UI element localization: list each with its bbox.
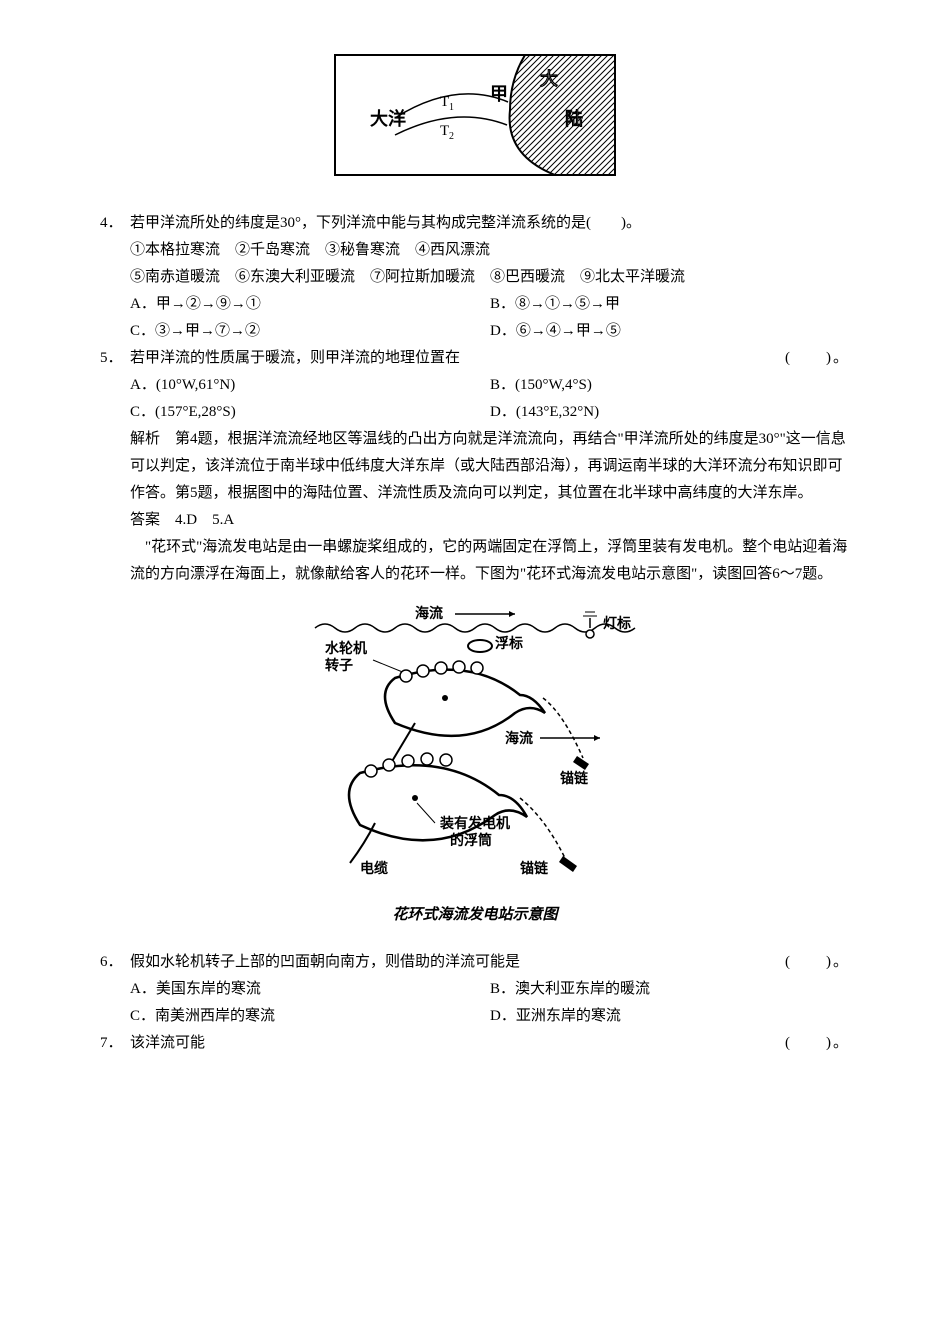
q7-number: 7． — [100, 1030, 130, 1057]
q6-options: A．美国东岸的寒流 B．澳大利亚东岸的暖流 C．南美洲西岸的寒流 D．亚洲东岸的… — [130, 976, 850, 1030]
q6-stem: 假如水轮机转子上部的凹面朝向南方，则借助的洋流可能是 — [130, 954, 520, 970]
intro-6-7: "花环式"海流发电站是由一串螺旋桨组成的，它的两端固定在浮筒上，浮筒里装有发电机… — [130, 534, 850, 588]
q4-opt-d: D．⑥→④→甲→⑤ — [490, 318, 850, 345]
label-maolian: 锚链 — [560, 770, 589, 787]
label-futong1: 装有发电机 — [439, 815, 510, 832]
q4-line2: ①本格拉寒流 ②千岛寒流 ③秘鲁寒流 ④西风漂流 — [130, 237, 850, 264]
explanation-label: 解析 — [130, 431, 160, 447]
label-hailiu-mid: 海流 — [505, 730, 533, 747]
question-4: 4． 若甲洋流所处的纬度是30°，下列洋流中能与其构成完整洋流系统的是( )。 … — [100, 210, 850, 345]
label-maolian2: 锚链 — [520, 860, 549, 877]
question-7: 7． 该洋流可能 ( )。 — [100, 1030, 850, 1057]
q6-stem-row: 假如水轮机转子上部的凹面朝向南方，则借助的洋流可能是 ( )。 — [130, 949, 850, 976]
q5-opt-c: C．(157°E,28°S) — [130, 399, 490, 426]
explanation-text: 第4题，根据洋流流经地区等温线的凸出方向就是洋流流向，再结合"甲洋流所处的纬度是… — [130, 431, 846, 501]
q7-stem: 该洋流可能 — [130, 1035, 205, 1051]
figure2-caption: 花环式海流发电站示意图 — [100, 902, 850, 929]
label-lu: 陆 — [565, 108, 583, 129]
q6-opt-d: D．亚洲东岸的寒流 — [490, 1003, 850, 1030]
label-dianlan: 电缆 — [360, 860, 388, 877]
label-t2: T — [440, 123, 449, 139]
answer: 答案 4.D 5.A — [130, 507, 850, 534]
label-dengbiao: 灯标 — [603, 615, 631, 632]
q4-line3: ⑤南赤道暖流 ⑥东澳大利亚暖流 ⑦阿拉斯加暖流 ⑧巴西暖流 ⑨北太平洋暖流 — [130, 264, 850, 291]
q5-stem-row: 若甲洋流的性质属于暖流，则甲洋流的地理位置在 ( )。 — [130, 345, 850, 372]
question-6: 6． 假如水轮机转子上部的凹面朝向南方，则借助的洋流可能是 ( )。 A．美国东… — [100, 949, 850, 1030]
label-jia: 甲 — [490, 84, 508, 104]
ocean-current-diagram: 大洋 T1 T2 甲 大 陆 — [325, 50, 625, 180]
label-shuilun1: 水轮机 — [325, 640, 367, 657]
q4-opt-c: C．③→甲→⑦→② — [130, 318, 490, 345]
q6-paren: ( )。 — [785, 949, 850, 976]
q5-opt-a: A．(10°W,61°N) — [130, 372, 490, 399]
q4-opt-b: B．⑧→①→⑤→甲 — [490, 291, 850, 318]
svg-text:1: 1 — [449, 102, 454, 113]
q5-number: 5． — [100, 345, 130, 372]
label-da: 大 — [540, 68, 558, 89]
q5-paren: ( )。 — [785, 345, 850, 372]
q7-stem-row: 该洋流可能 ( )。 — [130, 1030, 850, 1057]
answer-text: 4.D 5.A — [160, 512, 234, 528]
explanation: 解析 第4题，根据洋流流经地区等温线的凸出方向就是洋流流向，再结合"甲洋流所处的… — [130, 426, 850, 507]
q5-opt-d: D．(143°E,32°N) — [490, 399, 850, 426]
q6-opt-b: B．澳大利亚东岸的暖流 — [490, 976, 850, 1003]
q6-number: 6． — [100, 949, 130, 976]
answer-label: 答案 — [130, 512, 160, 528]
question-5: 5． 若甲洋流的性质属于暖流，则甲洋流的地理位置在 ( )。 A．(10°W,6… — [100, 345, 850, 588]
q5-stem: 若甲洋流的性质属于暖流，则甲洋流的地理位置在 — [130, 350, 460, 366]
svg-text:2: 2 — [449, 131, 454, 142]
label-futong2: 的浮筒 — [450, 832, 492, 849]
label-t1: T — [440, 94, 449, 110]
q5-opt-b: B．(150°W,4°S) — [490, 372, 850, 399]
figure-power-station: 海流 灯标 浮标 水轮机 转子 海流 锚链 — [100, 598, 850, 929]
power-station-diagram: 海流 灯标 浮标 水轮机 转子 海流 锚链 — [305, 598, 645, 888]
label-fubiao: 浮标 — [495, 635, 523, 652]
q4-stem: 若甲洋流所处的纬度是30°，下列洋流中能与其构成完整洋流系统的是( )。 — [130, 210, 850, 237]
q7-paren: ( )。 — [785, 1030, 850, 1057]
q4-opt-a: A．甲→②→⑨→① — [130, 291, 490, 318]
label-hailiu-top: 海流 — [415, 605, 443, 622]
q4-options: A．甲→②→⑨→① B．⑧→①→⑤→甲 C．③→甲→⑦→② D．⑥→④→甲→⑤ — [130, 291, 850, 345]
label-shuilun2: 转子 — [325, 657, 353, 674]
q5-options: A．(10°W,61°N) B．(150°W,4°S) C．(157°E,28°… — [130, 372, 850, 426]
label-ocean: 大洋 — [370, 108, 406, 129]
q6-opt-a: A．美国东岸的寒流 — [130, 976, 490, 1003]
figure-ocean-current: 大洋 T1 T2 甲 大 陆 — [100, 50, 850, 190]
q4-number: 4． — [100, 210, 130, 237]
q6-opt-c: C．南美洲西岸的寒流 — [130, 1003, 490, 1030]
